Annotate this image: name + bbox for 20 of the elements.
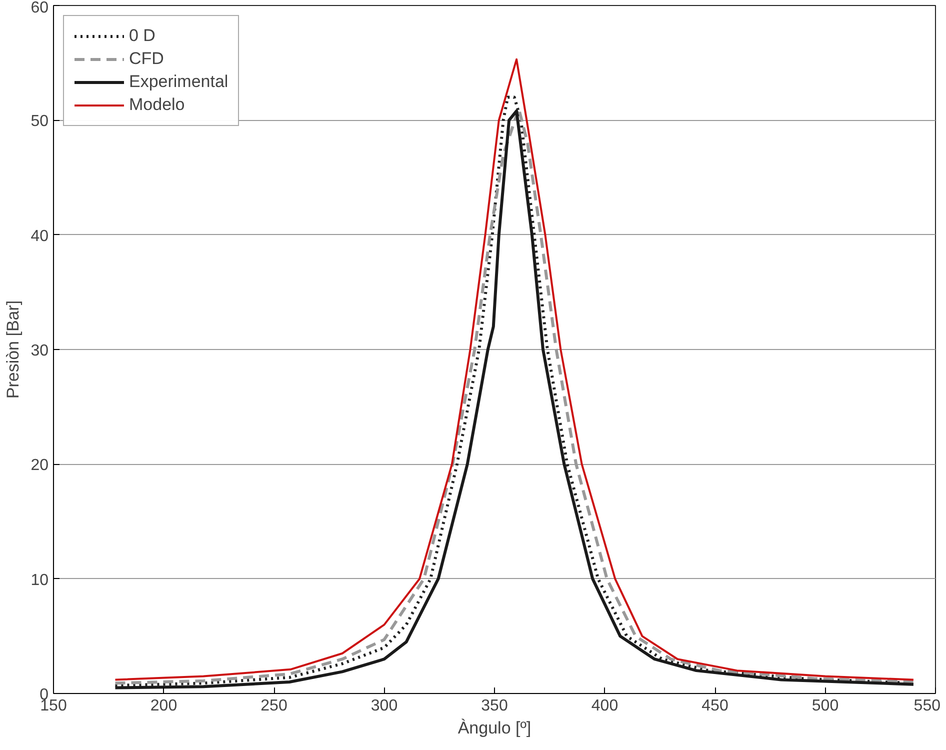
x-tick-label: 300 — [370, 698, 398, 714]
y-tick-label: 30 — [30, 342, 49, 360]
y-tick-label: 50 — [30, 113, 49, 130]
x-tick-label: 200 — [150, 698, 178, 714]
y-tick-label: 20 — [30, 457, 49, 474]
legend-label: Experimental — [129, 72, 228, 92]
y-axis-title: Presiòn [Bar] — [4, 300, 23, 399]
legend-label: 0 D — [129, 26, 156, 46]
x-tick-label: 250 — [260, 698, 288, 714]
x-tick-label: 350 — [481, 698, 508, 714]
legend-label: Modelo — [129, 95, 185, 115]
x-tick-label: 500 — [812, 698, 839, 714]
y-tick-label: 10 — [30, 572, 49, 589]
x-tick-label: 400 — [591, 698, 618, 714]
x-axis-title: Àngulo [º] — [458, 718, 532, 738]
y-tick-label: 40 — [30, 228, 49, 245]
legend-label: CFD — [129, 49, 164, 69]
y-tick-label: 60 — [30, 0, 49, 16]
x-tick-label: 450 — [702, 698, 728, 714]
x-tick-label: 550 — [914, 698, 941, 714]
